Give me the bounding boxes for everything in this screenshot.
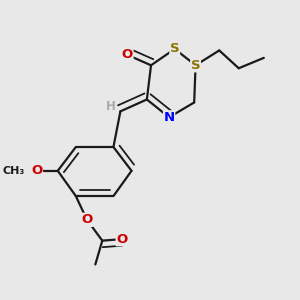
Text: CH₃: CH₃: [2, 166, 24, 176]
Text: O: O: [81, 213, 93, 226]
Text: S: S: [170, 42, 179, 56]
Text: H: H: [106, 100, 116, 113]
Text: O: O: [116, 233, 128, 246]
Text: S: S: [191, 59, 200, 72]
Text: N: N: [164, 111, 175, 124]
Text: O: O: [122, 48, 133, 62]
Text: O: O: [31, 164, 43, 177]
